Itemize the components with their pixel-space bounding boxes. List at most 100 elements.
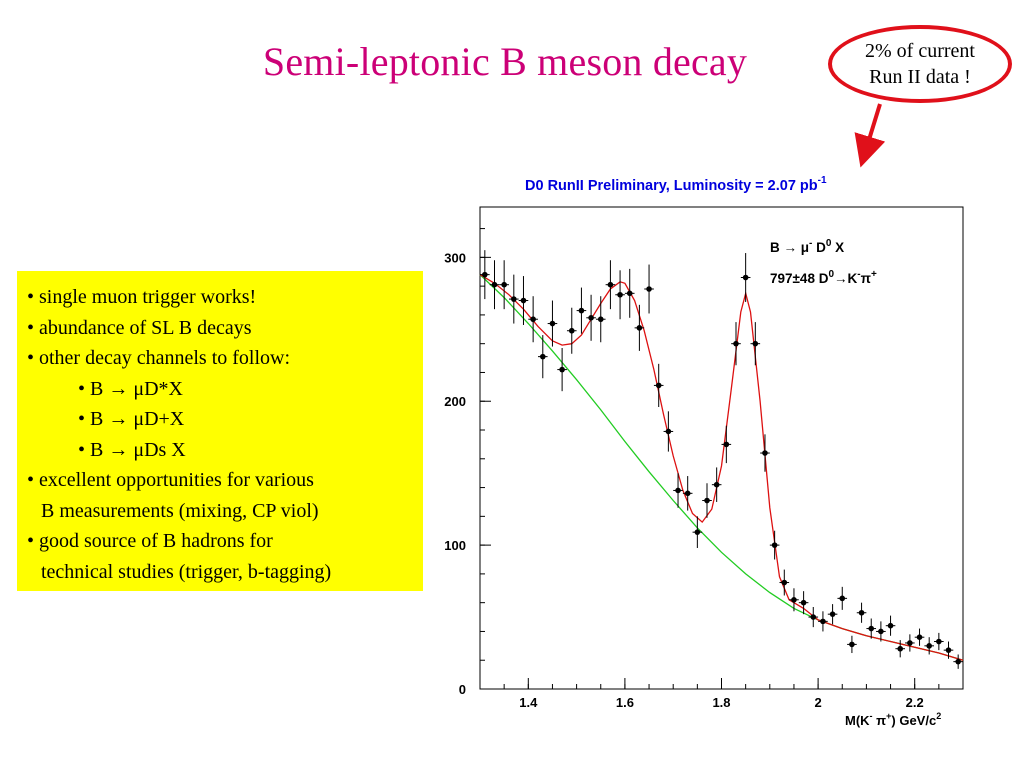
data-marker — [501, 281, 507, 288]
data-marker — [868, 625, 875, 632]
data-marker — [482, 271, 488, 278]
bullet-item: • abundance of SL B decays — [27, 316, 252, 339]
data-point — [789, 588, 799, 612]
data-marker — [655, 382, 662, 389]
data-point — [818, 611, 828, 632]
data-point — [557, 348, 567, 392]
data-point — [827, 604, 838, 625]
data-point — [605, 260, 616, 310]
data-point — [876, 621, 886, 642]
data-point — [721, 425, 732, 464]
data-point — [760, 434, 770, 472]
legend-line-2: 797±48 D0→K-π+ — [770, 269, 877, 286]
data-marker — [762, 450, 768, 456]
data-marker — [887, 622, 894, 629]
data-point — [885, 615, 896, 636]
data-marker — [617, 291, 623, 298]
data-marker — [791, 596, 797, 603]
data-marker — [597, 316, 604, 323]
data-marker — [878, 628, 884, 635]
data-marker — [675, 487, 681, 494]
data-marker — [539, 353, 546, 360]
x-tick-label: 2 — [814, 695, 821, 710]
data-marker — [549, 320, 556, 327]
data-marker — [530, 316, 536, 323]
data-marker — [820, 618, 826, 625]
data-point — [750, 322, 761, 366]
x-tick-label: 2.2 — [906, 695, 924, 710]
x-tick-label: 1.6 — [616, 695, 634, 710]
data-point — [740, 253, 751, 302]
bullet-item: • B → μD*X — [78, 377, 183, 400]
data-point — [644, 264, 654, 314]
x-axis-label: M(K- π+) GeV/c2 — [845, 711, 941, 728]
data-marker — [568, 327, 575, 334]
data-point — [595, 296, 606, 343]
data-marker — [955, 658, 961, 665]
data-point — [586, 294, 596, 341]
data-point — [924, 637, 934, 655]
data-point — [866, 618, 877, 639]
data-marker — [636, 325, 643, 331]
data-marker — [897, 645, 904, 652]
data-point — [856, 602, 867, 623]
data-point — [566, 307, 577, 354]
x-tick-label: 1.8 — [712, 695, 730, 710]
data-point — [905, 634, 915, 652]
data-marker — [704, 497, 710, 504]
bullet-item: • excellent opportunities for various — [27, 469, 314, 491]
data-point — [895, 640, 906, 658]
data-marker — [607, 281, 614, 288]
data-point — [499, 260, 509, 310]
data-marker — [559, 366, 565, 373]
data-marker — [849, 641, 855, 648]
data-marker — [626, 290, 633, 297]
data-point — [509, 274, 519, 324]
bullet-item: • B → μDs X — [78, 438, 186, 461]
bullet-item: • B → μD+X — [78, 408, 185, 430]
data-point — [711, 467, 722, 502]
data-marker — [491, 281, 498, 288]
data-marker — [713, 481, 720, 488]
slide-title: Semi-leptonic B meson decay — [262, 39, 748, 84]
data-point — [489, 260, 500, 310]
data-point — [808, 606, 819, 628]
bullet-item: technical studies (trigger, b-tagging) — [41, 560, 332, 583]
data-marker — [771, 542, 778, 548]
bullet-item: B measurements (mixing, CP viol) — [41, 499, 319, 522]
data-marker — [907, 640, 913, 646]
highlight-box: • single muon trigger works! • abundance … — [17, 271, 423, 591]
data-point — [634, 304, 645, 351]
data-marker — [665, 428, 672, 435]
data-point — [837, 586, 848, 610]
data-point — [682, 476, 693, 511]
callout-arrow — [854, 103, 886, 168]
data-marker — [839, 595, 846, 602]
bullet-item: • single muon trigger works! — [27, 286, 257, 308]
y-tick-label: 100 — [444, 538, 466, 553]
data-marker — [646, 286, 652, 292]
data-point — [798, 591, 809, 615]
data-point — [653, 363, 664, 407]
callout-line-1: 2% of current — [865, 40, 975, 62]
data-marker — [742, 274, 749, 281]
axis-ticks: 1.4 1.6 1.8 2 2.2 0 100 200 300 — [444, 228, 964, 710]
data-point — [934, 632, 944, 651]
data-point — [480, 250, 490, 300]
callout-line-2: Run II data ! — [869, 66, 971, 88]
data-point — [731, 322, 741, 366]
data-point — [779, 569, 790, 596]
data-marker — [588, 314, 594, 321]
bullet-item: • good source of B hadrons for — [27, 530, 273, 552]
data-marker — [511, 296, 517, 302]
callout-bubble: 2% of current Run II data ! — [828, 25, 1012, 103]
data-point — [702, 483, 712, 518]
y-tick-label: 0 — [459, 682, 466, 697]
x-tick-label: 1.4 — [519, 695, 538, 710]
data-marker — [694, 529, 701, 535]
bullet-item: • other decay channels to follow: — [27, 347, 291, 369]
data-point — [537, 335, 548, 379]
data-marker — [945, 647, 952, 653]
y-tick-label: 200 — [444, 394, 466, 409]
